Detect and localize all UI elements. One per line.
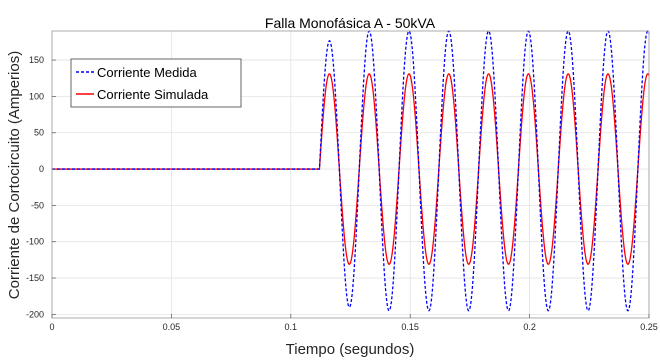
grid (51, 31, 650, 318)
chart-title: Falla Monofásica A - 50kVA (265, 15, 436, 31)
x-tick-label: 0.25 (640, 322, 658, 332)
x-tick-label: 0.05 (163, 322, 181, 332)
series-layer (51, 30, 650, 312)
y-tick-label: -50 (31, 200, 44, 210)
y-tick-label: 50 (34, 128, 44, 138)
x-tick-label: 0.2 (523, 322, 536, 332)
y-tick-label: -200 (26, 309, 44, 319)
legend-label-corriente-medida: Corriente Medida (97, 65, 197, 80)
series-line-corriente-medida (51, 30, 650, 312)
y-tick-label: 0 (39, 164, 44, 174)
ticks: 0 0.05 0.1 0.15 0.2 0.25 -200 -150 -100 -50 0 50 100… (26, 55, 658, 332)
x-axis-label: Tiempo (segundos) (286, 341, 415, 358)
y-tick-label: -100 (26, 237, 44, 247)
x-tick-label: 0.15 (401, 322, 419, 332)
plot-frame (51, 30, 650, 319)
y-axis-label: Corriente de Cortocircuito (Amperios) (6, 51, 23, 299)
legend: Corriente Medida Corriente Simulada (70, 58, 242, 108)
y-tick-label: 150 (29, 55, 44, 65)
y-tick-label: 100 (29, 91, 44, 101)
legend-box (70, 58, 242, 108)
legend-label-corriente-simulada: Corriente Simulada (97, 87, 209, 102)
y-tick-label: -150 (26, 273, 44, 283)
series-line-corriente-simulada (51, 73, 650, 265)
x-tick-label: 0.1 (285, 322, 298, 332)
x-tick-label: 0 (49, 322, 54, 332)
